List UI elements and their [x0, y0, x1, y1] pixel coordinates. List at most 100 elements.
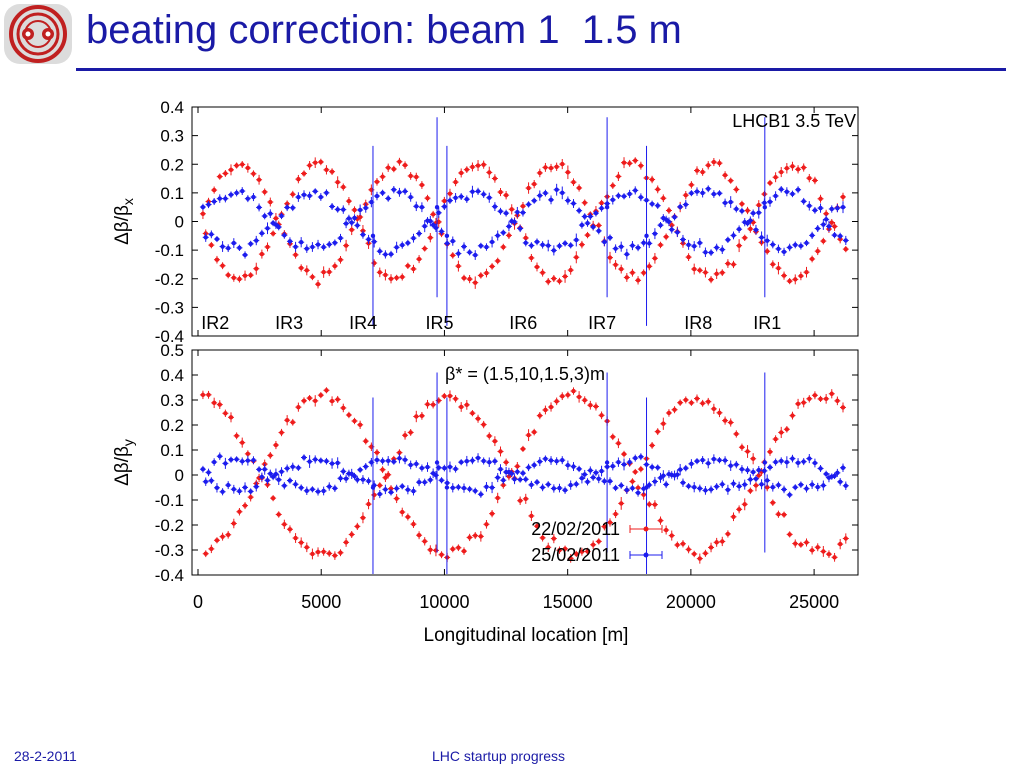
data-point [767, 465, 773, 470]
data-point [565, 170, 571, 175]
data-point [341, 469, 346, 474]
data-point [630, 243, 635, 248]
ir-label: IR2 [201, 313, 229, 333]
data-point [641, 240, 646, 246]
data-point [619, 244, 624, 249]
title-divider [76, 68, 1006, 71]
data-point [203, 551, 208, 556]
data-point [599, 206, 604, 211]
data-point [416, 231, 422, 236]
data-point [405, 240, 411, 246]
data-point [568, 482, 573, 488]
data-point [793, 242, 798, 248]
data-point [616, 459, 621, 465]
data-point [537, 459, 543, 464]
data-point [526, 202, 531, 207]
data-point [579, 476, 585, 481]
data-point [327, 551, 332, 556]
data-point [823, 217, 829, 222]
data-point [582, 214, 587, 219]
data-point [562, 546, 568, 551]
data-point [459, 170, 464, 176]
data-point [447, 198, 453, 203]
data-point [453, 466, 458, 472]
data-point [610, 183, 615, 188]
data-point [307, 459, 312, 464]
data-point [301, 171, 307, 176]
data-point [728, 420, 733, 425]
data-point [784, 459, 790, 465]
data-point [369, 460, 374, 465]
data-point [211, 459, 217, 465]
data-point [832, 224, 837, 229]
data-point [214, 485, 220, 490]
data-point [703, 488, 708, 493]
data-point [400, 274, 405, 280]
data-point [635, 245, 641, 250]
data-point [456, 545, 461, 550]
data-point [677, 400, 683, 405]
data-point [473, 488, 478, 494]
y-tick-label: 0.3 [160, 391, 184, 410]
data-point [725, 261, 731, 266]
data-point [259, 231, 265, 236]
data-point [416, 533, 422, 538]
data-point [405, 514, 411, 520]
data-point [633, 158, 638, 163]
data-point [380, 174, 385, 179]
data-point [270, 495, 276, 501]
data-point [402, 457, 408, 463]
data-point [700, 190, 705, 196]
data-point [523, 240, 528, 246]
data-point [745, 468, 750, 473]
data-point [638, 466, 644, 472]
data-point [377, 483, 382, 488]
data-point [770, 242, 776, 247]
data-point [498, 467, 503, 472]
data-point [419, 182, 425, 188]
data-point [321, 244, 326, 250]
data-point [708, 277, 714, 282]
data-point [425, 402, 430, 407]
data-point [647, 264, 652, 269]
data-point [548, 458, 554, 463]
data-point [840, 405, 846, 410]
data-point [610, 464, 615, 469]
data-point [383, 272, 388, 278]
data-point [832, 555, 837, 560]
data-point [237, 489, 242, 494]
data-point [355, 524, 360, 529]
data-point [310, 551, 315, 557]
data-point [739, 208, 745, 214]
data-point [245, 165, 251, 171]
data-point [565, 463, 571, 468]
data-point [268, 199, 273, 205]
data-point [818, 196, 823, 201]
data-point [268, 453, 273, 458]
data-point [666, 219, 672, 224]
data-point [408, 462, 413, 468]
data-point [722, 200, 728, 206]
data-point [240, 162, 245, 167]
data-point [386, 472, 391, 477]
data-point [352, 207, 357, 213]
data-point [692, 551, 697, 557]
data-point [602, 524, 607, 529]
data-point [324, 388, 329, 393]
data-point [352, 418, 357, 424]
data-point [363, 464, 368, 469]
data-point [419, 465, 425, 471]
data-point [422, 480, 427, 485]
data-point [377, 249, 382, 254]
data-point [481, 422, 486, 427]
data-point [402, 433, 408, 438]
data-point [512, 219, 517, 225]
data-point [284, 205, 290, 210]
data-point [290, 464, 295, 469]
data-point [784, 189, 790, 194]
data-point [200, 392, 206, 398]
data-point [700, 169, 705, 175]
data-point [329, 398, 335, 404]
data-point [531, 462, 537, 468]
data-point [315, 489, 321, 494]
